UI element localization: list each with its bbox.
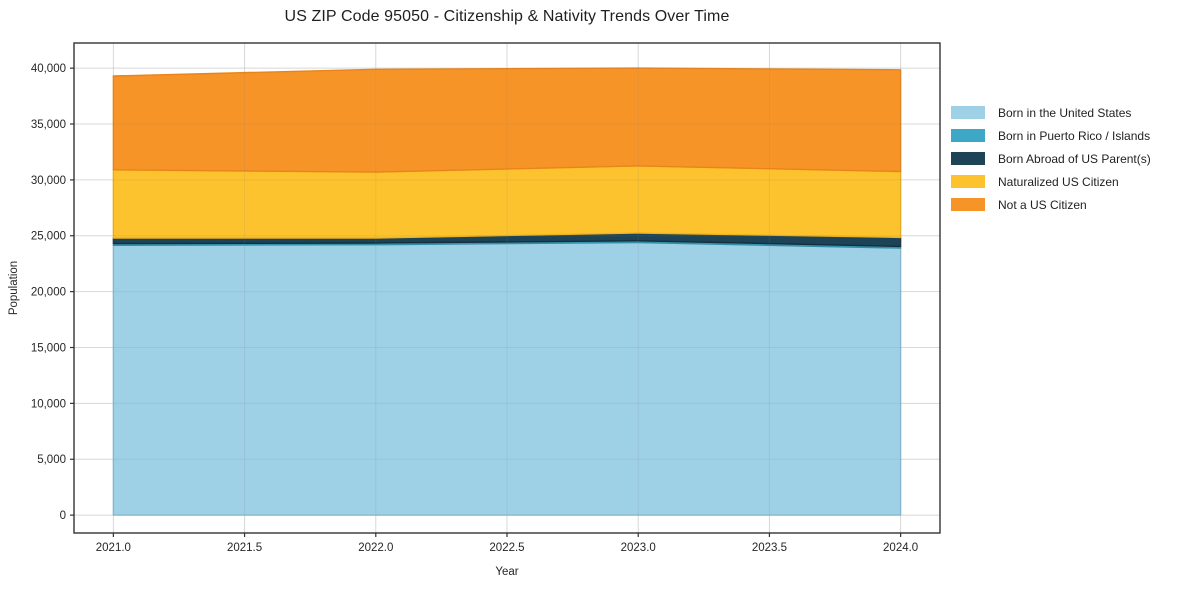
legend-item-1: Born in Puerto Rico / Islands bbox=[951, 124, 1151, 147]
x-tick-label: 2022.0 bbox=[358, 542, 393, 554]
y-tick-label: 35,000 bbox=[31, 119, 66, 131]
legend-item-0: Born in the United States bbox=[951, 101, 1151, 124]
y-tick-label: 40,000 bbox=[31, 63, 66, 75]
x-tick-label: 2021.5 bbox=[227, 542, 262, 554]
y-tick-label: 25,000 bbox=[31, 231, 66, 243]
x-tick-label: 2024.0 bbox=[883, 542, 918, 554]
x-axis-label: Year bbox=[495, 566, 519, 578]
legend-swatch-icon bbox=[951, 175, 985, 188]
legend-label: Not a US Citizen bbox=[998, 197, 1087, 212]
legend-item-4: Not a US Citizen bbox=[951, 193, 1151, 216]
y-tick-label: 10,000 bbox=[31, 398, 66, 410]
area-series-4 bbox=[112, 67, 902, 173]
legend-item-2: Born Abroad of US Parent(s) bbox=[951, 147, 1151, 170]
legend-swatch-icon bbox=[951, 198, 985, 211]
legend-item-3: Naturalized US Citizen bbox=[951, 170, 1151, 193]
x-tick-label: 2021.0 bbox=[96, 542, 131, 554]
x-tick-label: 2022.5 bbox=[489, 542, 524, 554]
y-tick-label: 5,000 bbox=[37, 454, 66, 466]
legend: Born in the United States Born in Puerto … bbox=[951, 101, 1151, 216]
y-tick-label: 30,000 bbox=[31, 175, 66, 187]
y-tick-label: 0 bbox=[60, 510, 66, 522]
x-tick-label: 2023.5 bbox=[752, 542, 787, 554]
legend-label: Naturalized US Citizen bbox=[998, 174, 1119, 189]
y-tick-label: 20,000 bbox=[31, 287, 66, 299]
legend-swatch-icon bbox=[951, 129, 985, 142]
chart-title: US ZIP Code 95050 - Citizenship & Nativi… bbox=[284, 8, 730, 25]
legend-swatch-icon bbox=[951, 106, 985, 119]
legend-label: Born in the United States bbox=[998, 105, 1132, 120]
legend-label: Born Abroad of US Parent(s) bbox=[998, 151, 1151, 166]
legend-swatch-icon bbox=[951, 152, 985, 165]
y-tick-label: 15,000 bbox=[31, 342, 66, 354]
legend-label: Born in Puerto Rico / Islands bbox=[998, 128, 1151, 143]
y-axis-label: Population bbox=[8, 260, 20, 316]
x-tick-label: 2023.0 bbox=[621, 542, 656, 554]
